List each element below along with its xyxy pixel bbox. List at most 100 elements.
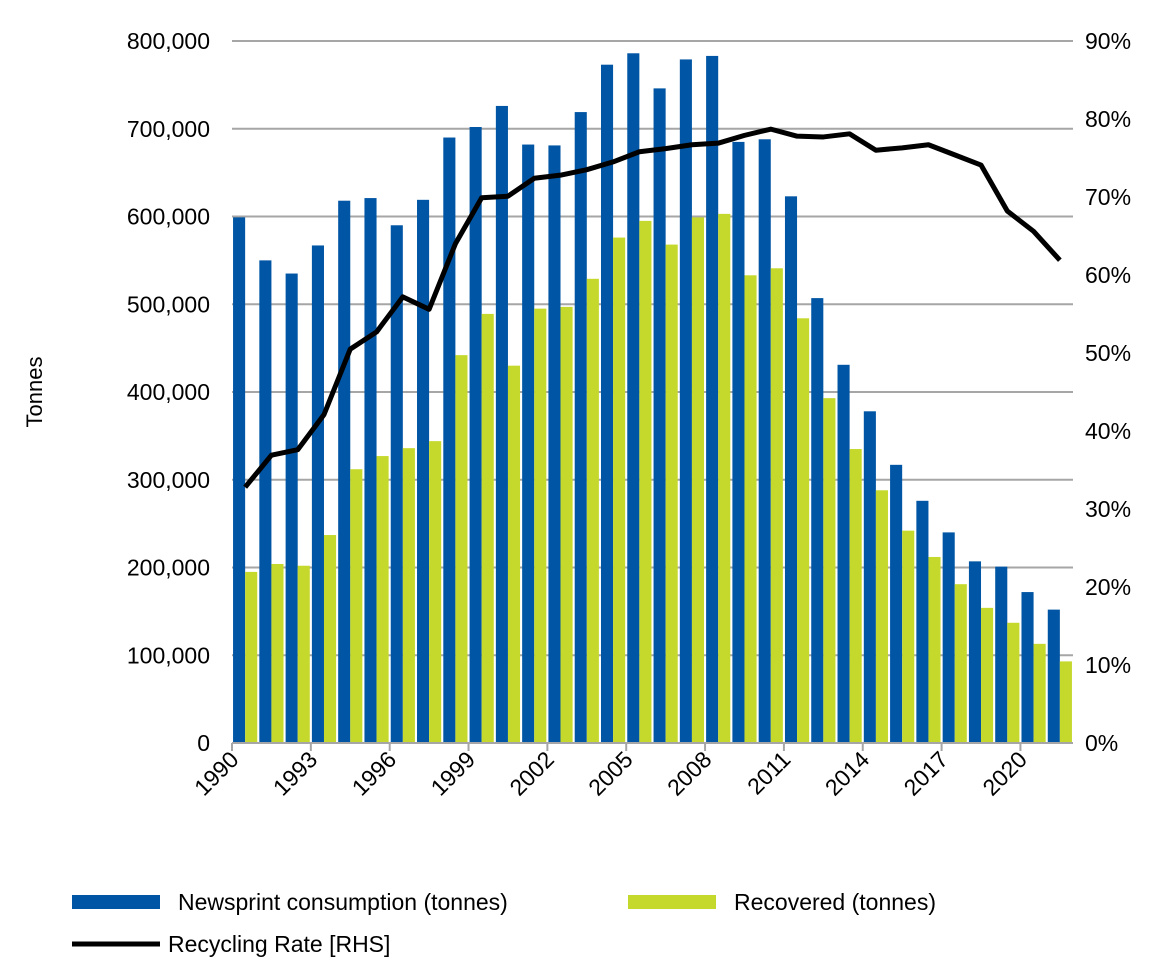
x-tick-label: 2005 [583, 746, 638, 801]
y2-tick-label: 30% [1085, 496, 1131, 522]
bar-recovered [323, 535, 337, 743]
legend-label-recovered: Recovered (tonnes) [734, 889, 936, 915]
bar-consumption [417, 199, 430, 743]
bar-recovered [665, 244, 678, 743]
bar-consumption [995, 566, 1008, 743]
line-recycling-rate [243, 126, 1062, 489]
bar-consumption [522, 144, 535, 744]
bar-recovered [613, 237, 626, 743]
y-tick-label: 400,000 [127, 379, 210, 405]
bar-recovered [534, 308, 547, 743]
bar-consumption [1021, 592, 1034, 743]
x-tick-label: 2014 [820, 746, 875, 801]
bar-consumption [916, 500, 929, 743]
x-tick-label: 2011 [742, 746, 795, 799]
y2-tick-label: 70% [1085, 184, 1131, 210]
y-tick-label: 100,000 [127, 642, 210, 668]
bar-consumption [311, 245, 324, 743]
bar-consumption [968, 561, 982, 743]
bar-consumption [653, 88, 666, 743]
bar-consumption [837, 364, 850, 743]
bar-consumption [811, 298, 824, 743]
bar-consumption [390, 225, 403, 743]
bar-recovered [1007, 622, 1020, 743]
bar-consumption [627, 53, 640, 744]
bar-recovered [797, 318, 810, 743]
bar-recovered [770, 268, 783, 743]
legend: Newsprint consumption (tonnes) Recovered… [72, 889, 936, 957]
bar-consumption [706, 55, 719, 744]
bar-consumption [1047, 609, 1060, 743]
y2-tick-label: 80% [1085, 106, 1131, 132]
bar-recovered [429, 441, 442, 743]
bar-consumption [732, 141, 745, 744]
bar-consumption [574, 112, 587, 743]
legend-label-rate: Recycling Rate [RHS] [168, 931, 390, 957]
bar-recovered [455, 355, 468, 743]
bar-consumption [784, 196, 798, 743]
legend-swatch-recovered [628, 895, 716, 909]
x-tick-label: 1993 [268, 746, 323, 801]
x-tick-label: 2017 [899, 746, 954, 801]
bar-recovered [481, 313, 494, 743]
bar-recovered [297, 565, 310, 743]
bar-recovered [744, 275, 757, 743]
x-tick-label: 1999 [425, 746, 480, 801]
legend-swatch-consumption [72, 895, 160, 909]
bar-consumption [758, 139, 771, 743]
x-tick-label: 2020 [977, 746, 1032, 801]
x-tick-label: 2002 [504, 746, 559, 801]
bar-recovered [402, 448, 415, 743]
bar-consumption [679, 59, 692, 744]
y-tick-label: 500,000 [127, 291, 210, 317]
legend-label-consumption: Newsprint consumption (tonnes) [178, 889, 508, 915]
y2-tick-label: 50% [1085, 340, 1131, 366]
bar-recovered [586, 278, 599, 743]
bar-consumption [890, 464, 903, 743]
y-tick-label: 200,000 [127, 555, 210, 581]
bar-consumption [285, 273, 298, 743]
bar-recovered [902, 530, 915, 743]
bar-recovered [560, 306, 573, 743]
bar-consumption [259, 260, 272, 743]
bar-recovered [639, 220, 652, 743]
bar-recovered [350, 469, 363, 743]
bar-consumption [600, 64, 614, 743]
y2-tick-label: 60% [1085, 262, 1131, 288]
y-tick-label: 600,000 [127, 204, 210, 230]
y2-tick-label: 10% [1085, 652, 1131, 678]
y-tick-label: 700,000 [127, 116, 210, 142]
bar-recovered [928, 556, 941, 743]
y-tick-label: 800,000 [127, 28, 210, 54]
bar-recovered [849, 449, 862, 743]
x-tick-label: 1996 [347, 746, 402, 801]
bar-recovered [1033, 643, 1046, 743]
y2-tick-label: 0% [1085, 730, 1118, 756]
bar-recovered [823, 398, 836, 743]
bar-recovered [954, 584, 967, 743]
y-tick-label: 0 [197, 730, 210, 756]
bar-recovered [718, 213, 731, 743]
bar-recovered [271, 563, 284, 743]
y-axis-label: Tonnes [22, 357, 47, 428]
bar-consumption [495, 105, 508, 743]
bar-consumption [863, 411, 876, 743]
bar-recovered [691, 217, 705, 743]
bar-recovered [376, 456, 389, 743]
bar-recovered [1059, 661, 1072, 743]
y2-tick-label: 20% [1085, 574, 1131, 600]
bar-consumption [548, 145, 561, 744]
bar-consumption [443, 137, 456, 743]
x-tick-label: 2008 [662, 746, 717, 801]
y-tick-label: 300,000 [127, 467, 210, 493]
y2-tick-label: 40% [1085, 418, 1131, 444]
bar-recovered [507, 365, 521, 743]
y2-tick-label: 90% [1085, 28, 1131, 54]
bar-recovered [245, 571, 258, 743]
bar-consumption [338, 200, 351, 743]
bar-consumption [469, 126, 482, 744]
bar-consumption [364, 198, 377, 743]
bar-recovered [981, 607, 994, 743]
